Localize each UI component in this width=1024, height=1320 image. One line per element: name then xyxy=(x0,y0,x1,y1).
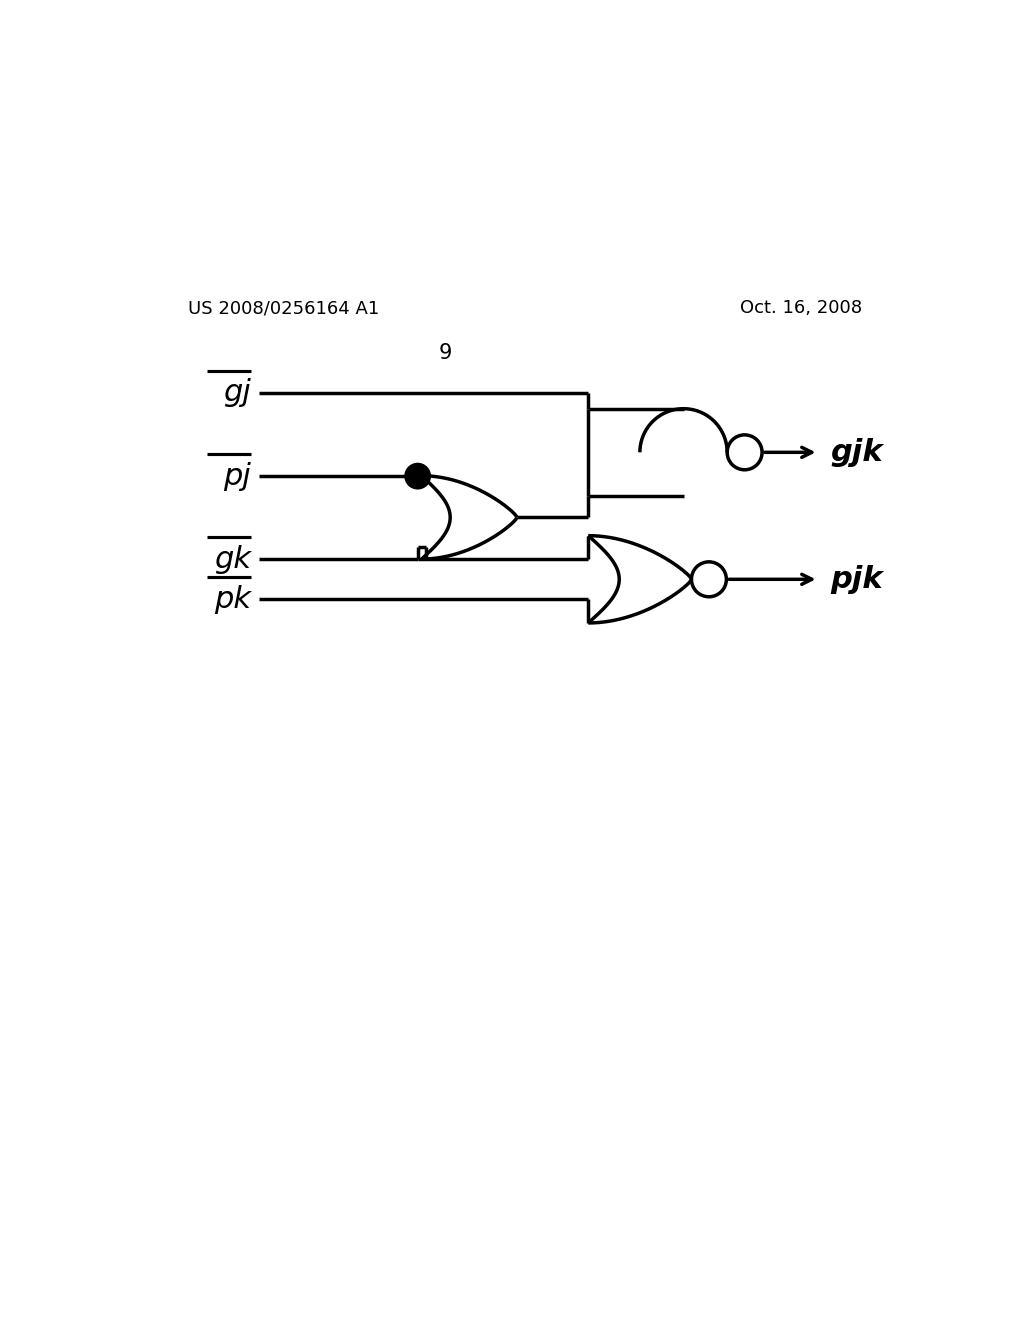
Text: 9: 9 xyxy=(438,343,453,363)
Text: gjk: gjk xyxy=(830,438,883,467)
Text: gk: gk xyxy=(214,545,251,574)
Text: pj: pj xyxy=(223,462,251,491)
Text: Oct. 16, 2008: Oct. 16, 2008 xyxy=(740,300,862,317)
Circle shape xyxy=(404,463,430,488)
Text: pjk: pjk xyxy=(830,565,883,594)
Text: US 2008/0256164 A1: US 2008/0256164 A1 xyxy=(187,300,379,317)
Text: gj: gj xyxy=(223,379,251,408)
Text: pk: pk xyxy=(214,585,251,614)
